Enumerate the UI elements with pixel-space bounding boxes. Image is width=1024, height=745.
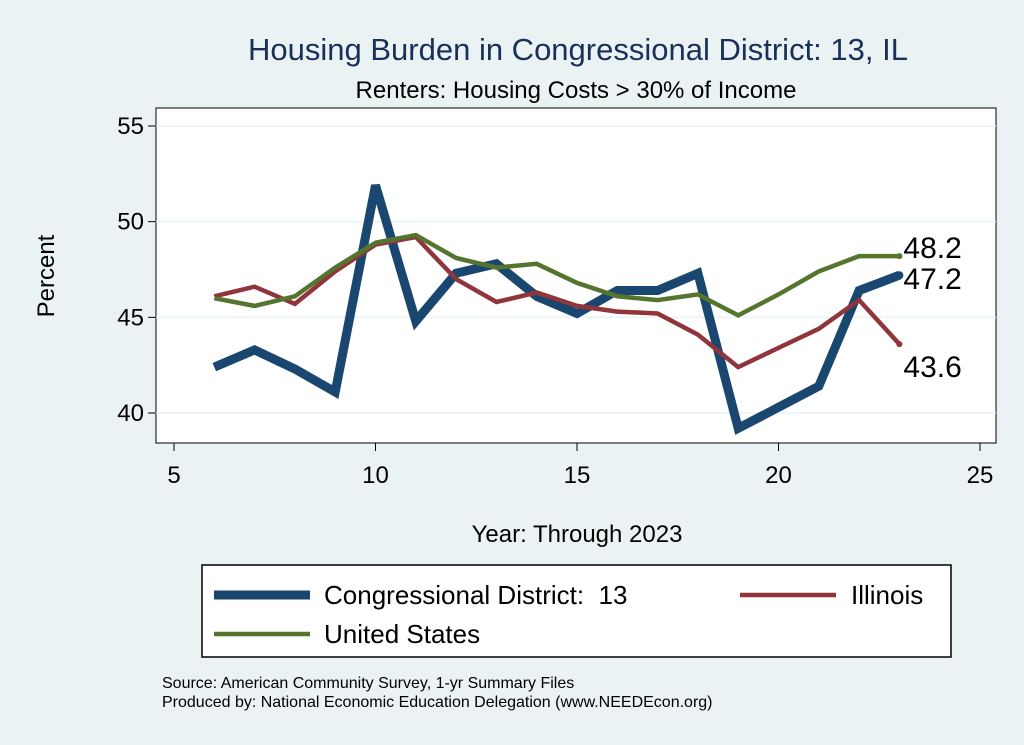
legend-label: Illinois	[851, 580, 923, 610]
x-tick-label: 10	[362, 462, 389, 489]
series-line-congressional-district-13	[212, 184, 901, 435]
end-label: 43.6	[903, 351, 961, 384]
x-axis-title: Year: Through 2023	[472, 521, 683, 548]
end-labels: 47.2 43.6 48.2	[903, 232, 961, 384]
end-label: 48.2	[903, 232, 961, 265]
x-tick-label: 5	[167, 462, 180, 489]
series-line-united-states	[213, 232, 900, 318]
x-tick-label: 15	[564, 462, 591, 489]
end-label: 47.2	[903, 263, 961, 296]
plot-area	[155, 107, 997, 444]
y-axis-title: Percent	[33, 234, 60, 317]
series-line-illinois	[213, 234, 902, 370]
chart-title: Housing Burden in Congressional District…	[248, 32, 908, 67]
y-tick-label: 55	[117, 113, 144, 140]
gridlines	[156, 125, 996, 414]
legend: Congressional District: 13 Illinois United…	[214, 580, 923, 649]
series-end-marker	[895, 271, 904, 280]
x-tick-label: 20	[765, 462, 792, 489]
chart-subtitle: Renters: Housing Costs > 30% of Income	[356, 77, 797, 104]
x-tick-label: 25	[967, 462, 994, 489]
series-end-marker	[896, 253, 903, 260]
series-lines	[212, 184, 904, 435]
y-tick-label: 40	[117, 400, 144, 427]
series-end-marker	[896, 341, 903, 348]
legend-label: United States	[324, 619, 480, 649]
x-axis: 5 10 15 20 25	[167, 443, 993, 489]
legend-box	[201, 564, 952, 658]
y-tick-label: 50	[117, 209, 144, 236]
y-tick-label: 45	[117, 304, 144, 331]
source-note: Source: American Community Survey, 1-yr …	[162, 675, 574, 692]
produced-by-note: Produced by: National Economic Education…	[162, 694, 713, 711]
legend-label: Congressional District: 13	[324, 580, 627, 610]
y-axis: 40 45 50 55	[117, 113, 156, 427]
